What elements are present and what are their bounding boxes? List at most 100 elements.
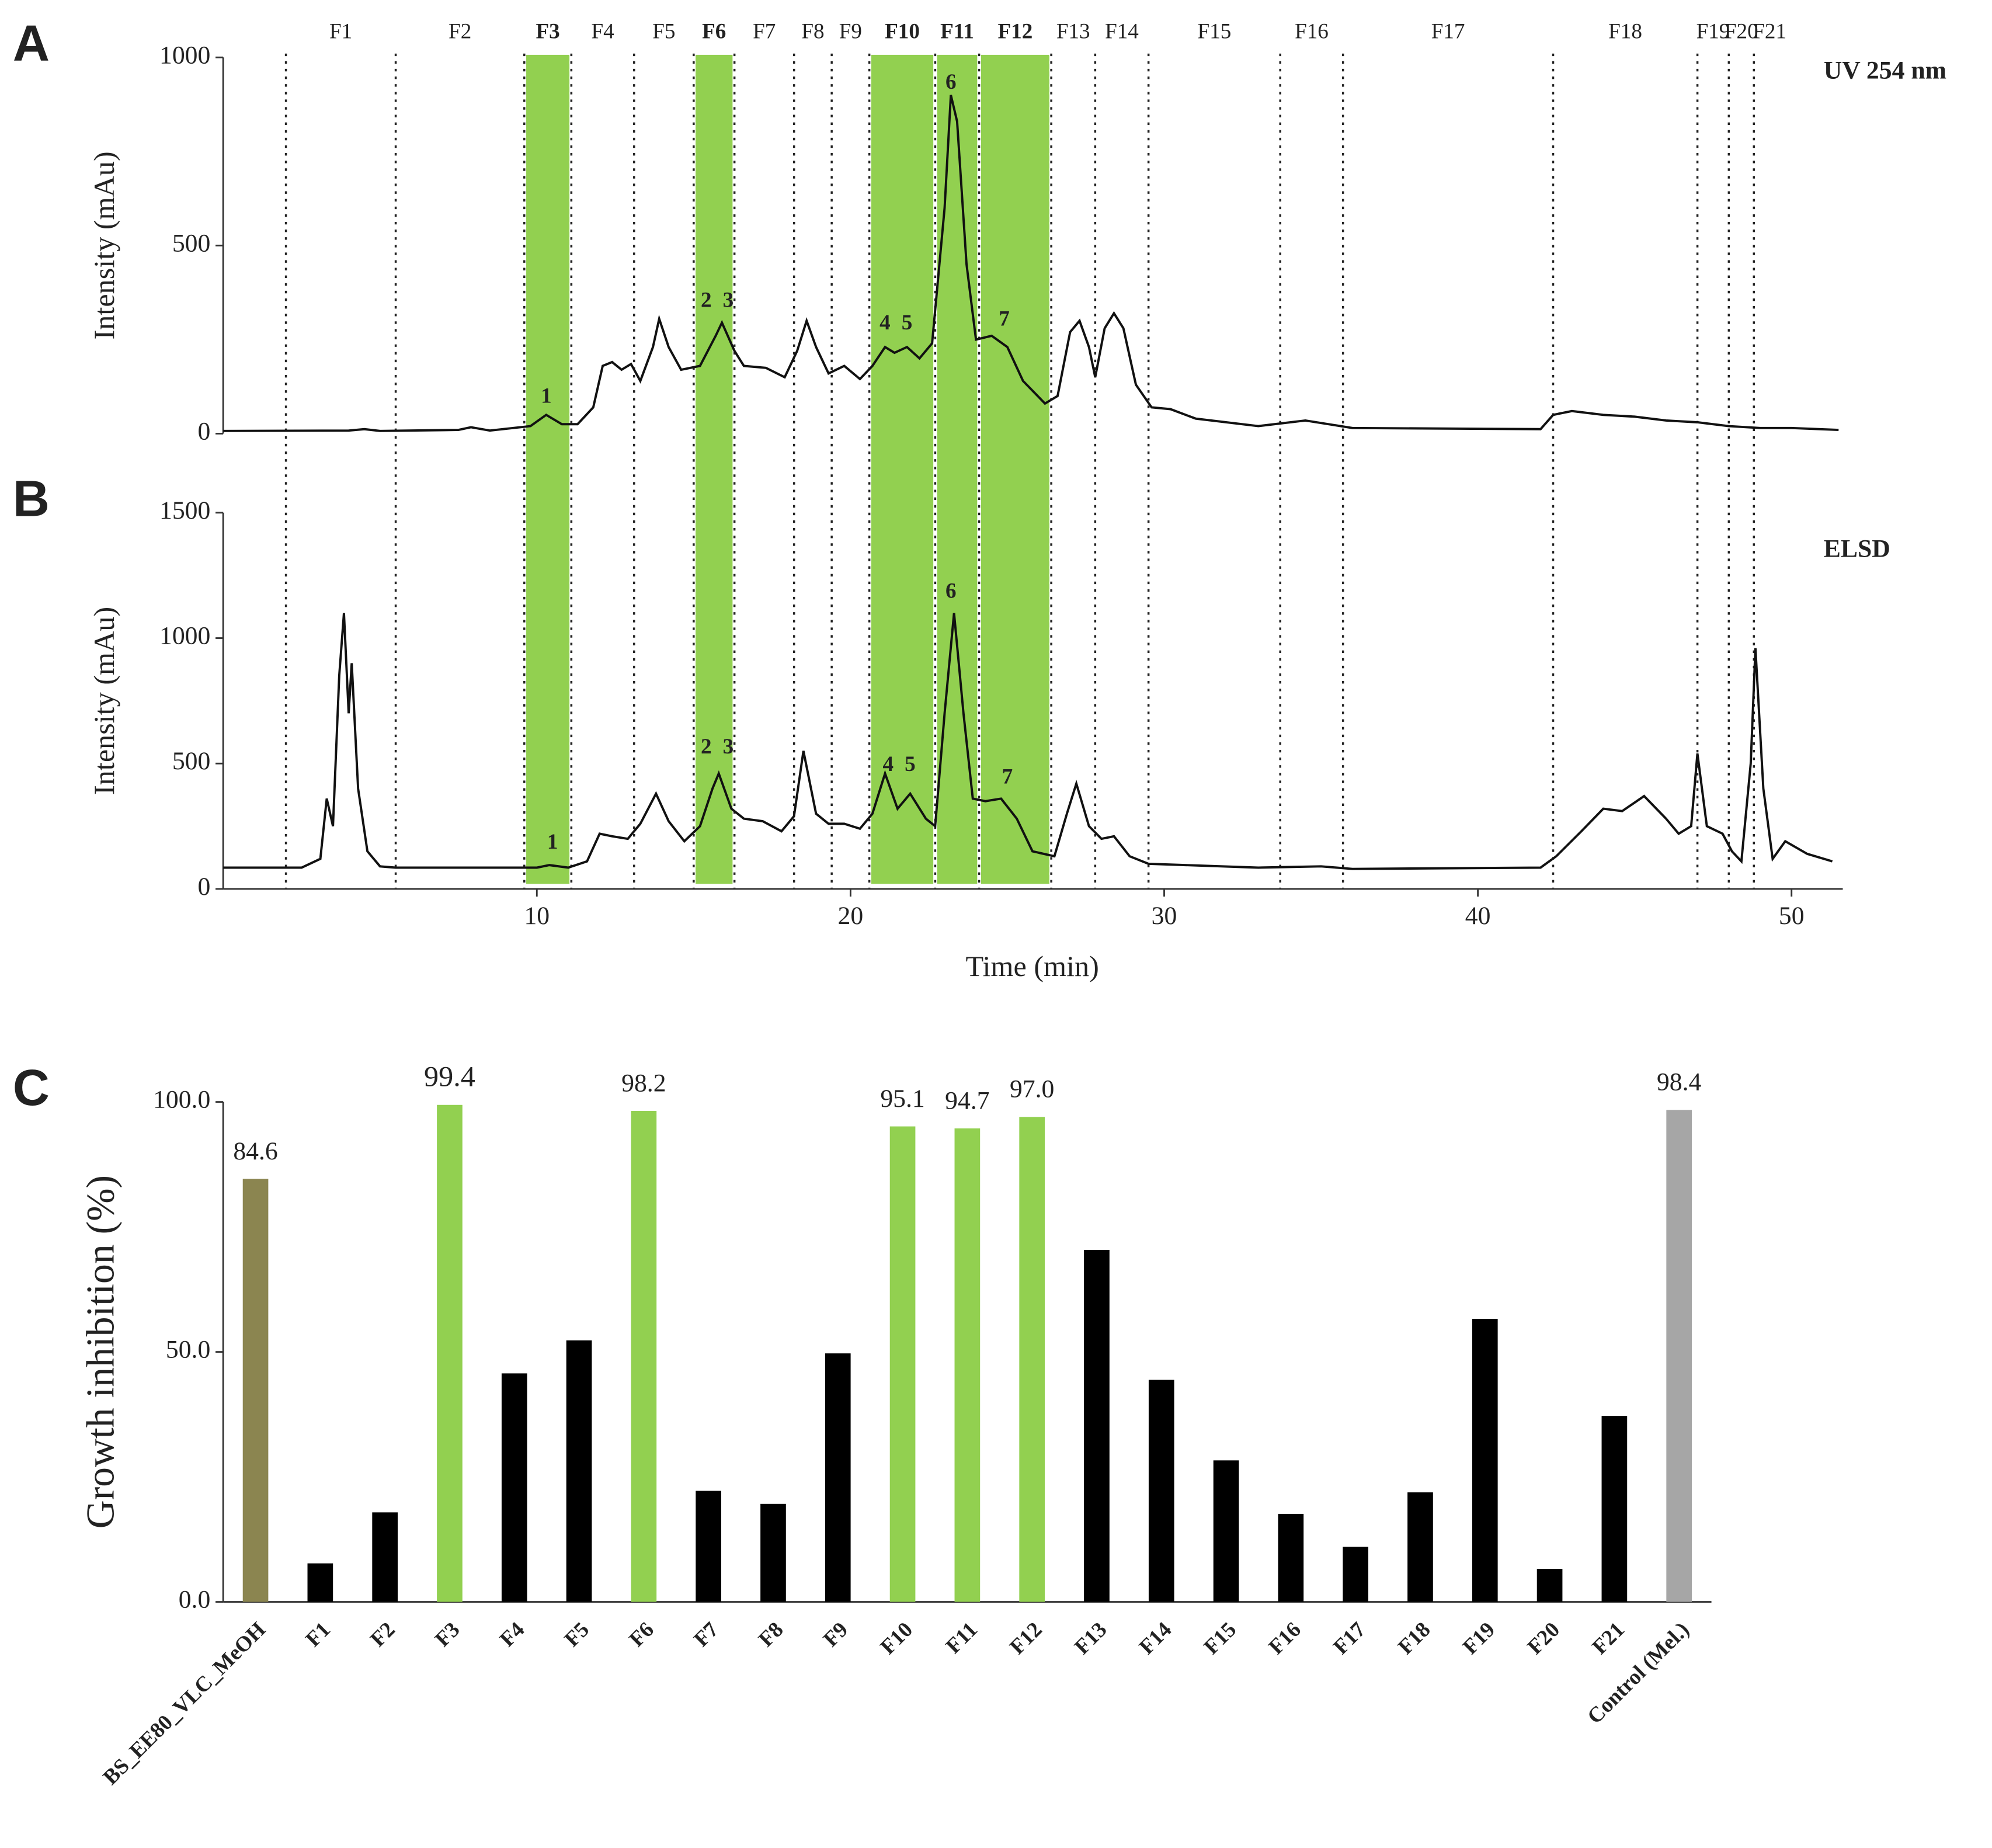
y-tick-label: 1500 bbox=[159, 496, 210, 524]
bar bbox=[1407, 1492, 1433, 1602]
peak-label: 1 bbox=[547, 830, 558, 854]
peak-label: 4 bbox=[883, 752, 894, 776]
fraction-label: F6 bbox=[702, 19, 726, 43]
x-tick-label: F21 bbox=[1588, 1618, 1629, 1659]
bar bbox=[1601, 1416, 1628, 1602]
fraction-label: F19 bbox=[1696, 19, 1730, 43]
panel-label: C bbox=[13, 1059, 50, 1116]
x-tick-label: F11 bbox=[941, 1618, 982, 1659]
x-tick-label: F5 bbox=[560, 1618, 594, 1652]
y-tick-label: 1000 bbox=[159, 41, 210, 69]
fraction-label: F12 bbox=[997, 19, 1032, 43]
x-tick-label: F13 bbox=[1070, 1618, 1111, 1659]
peak-label: 7 bbox=[999, 307, 1010, 331]
fraction-label: F21 bbox=[1753, 19, 1786, 43]
peak-label: 6 bbox=[945, 70, 957, 94]
x-tick-label: 30 bbox=[1152, 902, 1177, 930]
x-tick-label: F18 bbox=[1393, 1618, 1435, 1659]
x-tick-label: 40 bbox=[1465, 902, 1491, 930]
fraction-label: F7 bbox=[753, 19, 776, 43]
x-tick-label: F3 bbox=[430, 1618, 464, 1652]
fraction-band bbox=[871, 54, 934, 884]
y-axis-label: Intensity (mAu) bbox=[88, 151, 120, 339]
peak-label: 4 bbox=[879, 311, 891, 335]
y-tick-label: 0 bbox=[197, 417, 210, 445]
value-label: 98.2 bbox=[621, 1069, 666, 1097]
bar bbox=[307, 1563, 333, 1602]
y-tick-label: 0.0 bbox=[179, 1586, 211, 1614]
fraction-band bbox=[981, 54, 1049, 884]
fraction-label: F5 bbox=[652, 19, 675, 43]
x-tick-label: F10 bbox=[876, 1618, 917, 1659]
trace bbox=[223, 613, 1833, 870]
x-tick-label: F8 bbox=[754, 1618, 788, 1652]
value-label: 94.7 bbox=[945, 1086, 989, 1114]
peak-label: 5 bbox=[905, 752, 916, 776]
fraction-label: F1 bbox=[329, 19, 352, 43]
bar bbox=[566, 1340, 592, 1602]
peak-label: 6 bbox=[945, 579, 957, 603]
peak-label: 3 bbox=[723, 735, 734, 759]
y-tick-label: 500 bbox=[172, 229, 210, 257]
bar bbox=[242, 1179, 269, 1602]
y-axis-label: Growth inhibition (%) bbox=[79, 1175, 123, 1529]
x-tick-label: F7 bbox=[689, 1618, 723, 1652]
panel-label: A bbox=[13, 15, 50, 72]
bar bbox=[696, 1491, 721, 1602]
x-tick-label: BS_EE80_VLC_MeOH bbox=[99, 1618, 270, 1790]
fraction-label: F14 bbox=[1105, 19, 1139, 43]
x-tick-label: F20 bbox=[1523, 1618, 1565, 1659]
x-tick-label: F2 bbox=[366, 1618, 399, 1652]
y-axis-label: Intensity (mAu) bbox=[88, 607, 120, 795]
x-tick-label: 50 bbox=[1779, 902, 1805, 930]
bar bbox=[1472, 1319, 1498, 1602]
bar bbox=[1343, 1547, 1369, 1602]
value-label: 98.4 bbox=[1657, 1068, 1702, 1096]
detector-label: UV 254 nm bbox=[1824, 56, 1946, 84]
y-tick-label: 0 bbox=[197, 873, 210, 901]
x-tick-label: F4 bbox=[495, 1618, 529, 1652]
fraction-label: F4 bbox=[591, 19, 614, 43]
fraction-label: F16 bbox=[1295, 19, 1329, 43]
bar bbox=[889, 1126, 916, 1602]
bar bbox=[954, 1128, 981, 1602]
x-tick-label: F19 bbox=[1458, 1618, 1500, 1659]
x-tick-label: F6 bbox=[625, 1618, 659, 1652]
fraction-label: F15 bbox=[1198, 19, 1232, 43]
panel-label: B bbox=[13, 470, 50, 527]
x-tick-label: F16 bbox=[1264, 1618, 1306, 1659]
bar bbox=[1278, 1513, 1304, 1602]
fraction-label: F18 bbox=[1608, 19, 1642, 43]
bar bbox=[825, 1353, 851, 1602]
fraction-label: F3 bbox=[536, 19, 559, 43]
bar bbox=[372, 1512, 398, 1602]
trace bbox=[223, 95, 1839, 432]
x-axis-label: Time (min) bbox=[966, 950, 1099, 982]
bar bbox=[1084, 1249, 1110, 1602]
bar bbox=[1213, 1460, 1239, 1602]
x-tick-label: F12 bbox=[1005, 1618, 1047, 1659]
bar bbox=[501, 1373, 527, 1602]
fraction-label: F20 bbox=[1725, 19, 1758, 43]
x-tick-label: F14 bbox=[1135, 1618, 1176, 1659]
bar bbox=[760, 1503, 786, 1602]
fraction-label: F17 bbox=[1431, 19, 1465, 43]
x-tick-label: 10 bbox=[524, 902, 550, 930]
detector-label: ELSD bbox=[1824, 534, 1890, 562]
value-label: 99.4 bbox=[424, 1060, 475, 1093]
bar bbox=[1148, 1380, 1174, 1602]
fraction-band bbox=[937, 54, 978, 884]
peak-label: 1 bbox=[541, 384, 552, 408]
fraction-label: F9 bbox=[839, 19, 862, 43]
bar bbox=[437, 1104, 463, 1602]
x-tick-label: F1 bbox=[301, 1618, 335, 1652]
fraction-label: F11 bbox=[940, 19, 974, 43]
bar bbox=[631, 1111, 657, 1602]
fraction-band bbox=[526, 54, 570, 884]
fraction-label: F13 bbox=[1056, 19, 1090, 43]
y-tick-label: 1000 bbox=[159, 622, 210, 650]
bar bbox=[1536, 1569, 1563, 1602]
bar bbox=[1666, 1110, 1692, 1602]
